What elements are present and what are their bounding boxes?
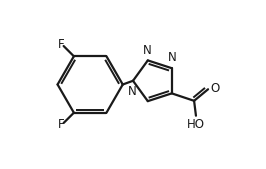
Text: F: F <box>58 38 65 51</box>
Text: HO: HO <box>187 118 205 131</box>
Text: N: N <box>168 52 177 64</box>
Text: F: F <box>58 118 65 131</box>
Text: N: N <box>143 44 151 57</box>
Text: N: N <box>128 85 137 98</box>
Text: O: O <box>210 82 219 95</box>
